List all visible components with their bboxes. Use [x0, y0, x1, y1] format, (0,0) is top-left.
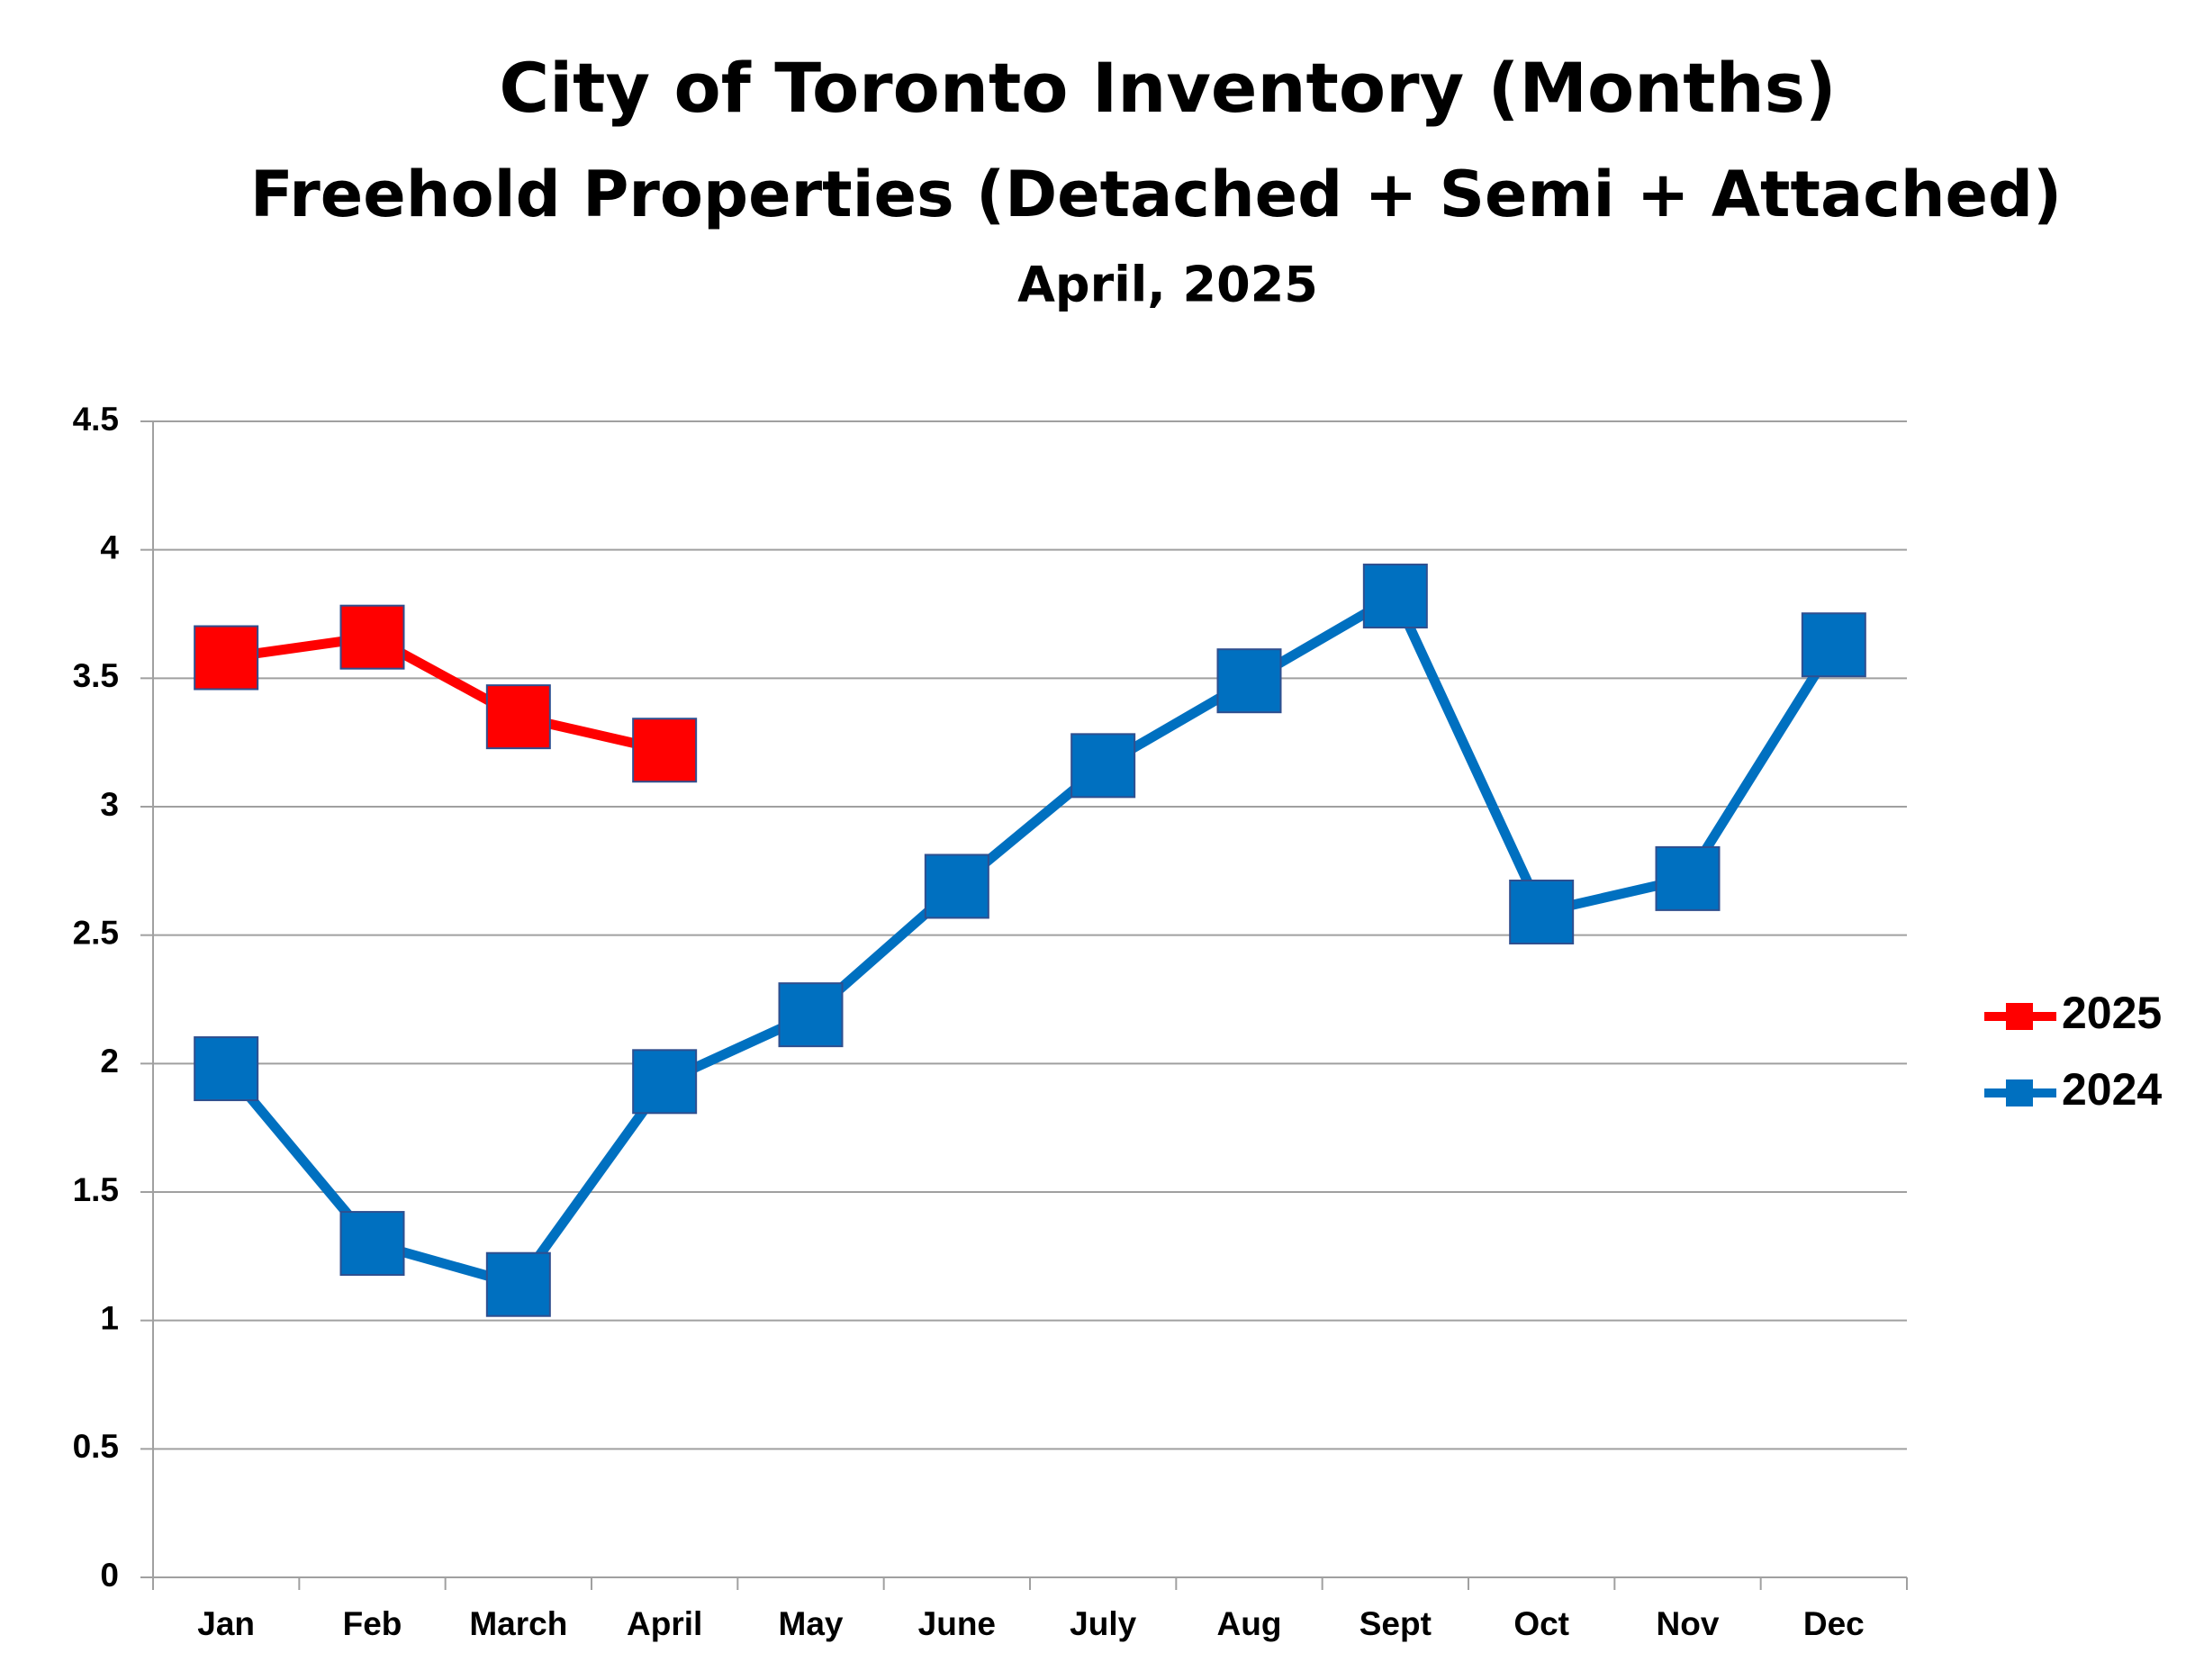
marker [1801, 612, 1866, 678]
series-line [221, 591, 1838, 1290]
legend-label: 2025 [2062, 988, 2162, 1038]
legend-marker [2006, 1079, 2033, 1106]
y-tick-label: 2 [100, 1043, 119, 1079]
y-tick-label: 1.5 [73, 1171, 119, 1208]
marker [1216, 648, 1282, 714]
y-tick-label: 3 [100, 786, 119, 823]
x-tick-label: June [918, 1605, 996, 1642]
marker [1362, 564, 1428, 629]
marker [485, 684, 551, 750]
chart-title: City of Toronto Inventory (Months) [499, 48, 1836, 128]
marker [485, 1251, 551, 1317]
x-tick-label: Sept [1359, 1605, 1432, 1642]
x-tick-label: Oct [1513, 1605, 1569, 1642]
y-tick-label: 4.5 [73, 401, 119, 438]
marker [632, 1049, 698, 1115]
marker [632, 718, 698, 783]
series-line [225, 632, 666, 755]
marker [1509, 879, 1575, 944]
y-tick-label: 0.5 [73, 1428, 119, 1465]
legend-marker [2006, 1003, 2033, 1030]
marker [194, 1036, 259, 1102]
marker [778, 982, 844, 1048]
x-tick-label: May [779, 1605, 844, 1642]
marker [1655, 845, 1721, 911]
marker [194, 625, 259, 691]
x-tick-label: April [627, 1605, 702, 1642]
y-tick-label: 3.5 [73, 657, 119, 694]
y-tick-label: 0 [100, 1557, 119, 1594]
y-tick-label: 2.5 [73, 914, 119, 951]
chart-date: April, 2025 [1017, 257, 1318, 313]
x-tick-label: Jan [197, 1605, 255, 1642]
x-tick-label: July [1070, 1605, 1136, 1642]
x-tick-label: Nov [1657, 1605, 1720, 1642]
x-tick-label: Feb [343, 1605, 402, 1642]
x-tick-label: Aug [1217, 1605, 1282, 1642]
marker [339, 1211, 405, 1277]
marker [339, 604, 405, 670]
y-tick-label: 1 [100, 1299, 119, 1336]
x-tick-label: March [469, 1605, 567, 1642]
x-tick-label: Dec [1803, 1605, 1865, 1642]
marker [924, 854, 989, 919]
chart-subtitle: Freehold Properties (Detached + Semi + A… [250, 158, 2062, 231]
legend-label: 2024 [2062, 1064, 2162, 1115]
y-tick-label: 4 [100, 528, 119, 565]
marker [1070, 733, 1136, 799]
